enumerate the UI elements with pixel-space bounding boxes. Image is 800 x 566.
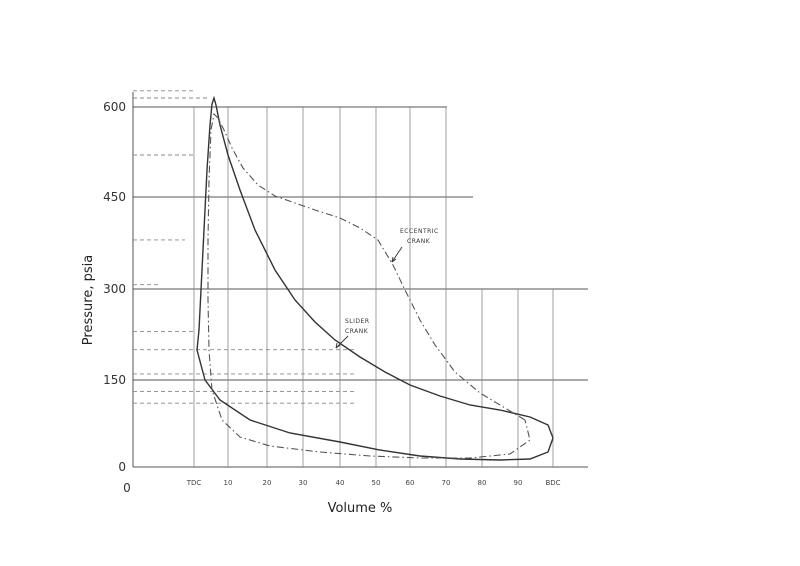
y-tick-label: 150 xyxy=(103,373,126,387)
x-tick-label: 20 xyxy=(263,479,272,487)
series-line-slider-crank xyxy=(196,95,554,461)
series-layer xyxy=(196,95,554,461)
y-tick-label: 300 xyxy=(103,282,126,296)
annotation-leader xyxy=(391,246,403,263)
x-tick-label: 30 xyxy=(299,479,308,487)
labels-layer: 0 150 300 450 600 TDC 10 20 30 40 50 60 70 80 90 BDC ECC… xyxy=(103,100,561,487)
x-axis-label: Volume % xyxy=(328,501,393,516)
origin-label: 0 xyxy=(123,481,131,495)
annotation-label: ECCENTRIC xyxy=(400,228,439,235)
annotation-label: SLIDER xyxy=(345,318,370,325)
annotation-arrowhead xyxy=(335,342,341,349)
series-line-eccentric-crank xyxy=(207,112,531,459)
x-tick-label: 70 xyxy=(442,479,451,487)
x-tick-label: 50 xyxy=(372,479,381,487)
annotation-arrowhead xyxy=(391,256,397,263)
y-tick-label: 0 xyxy=(118,460,126,474)
x-tick-label: 80 xyxy=(478,479,487,487)
annotation-label: CRANK xyxy=(345,328,369,335)
y-tick-label: 600 xyxy=(103,100,126,114)
x-tick-label: 10 xyxy=(224,479,233,487)
annotation-label: CRANK xyxy=(407,238,431,245)
grid xyxy=(132,90,588,468)
x-tick-label: 60 xyxy=(406,479,415,487)
x-tick-label: 90 xyxy=(514,479,523,487)
x-tick-label: TDC xyxy=(186,479,202,487)
x-tick-label: 40 xyxy=(336,479,345,487)
x-tick-label: BDC xyxy=(545,479,560,487)
y-axis-label: Pressure, psia xyxy=(81,255,96,345)
y-tick-label: 450 xyxy=(103,190,126,204)
